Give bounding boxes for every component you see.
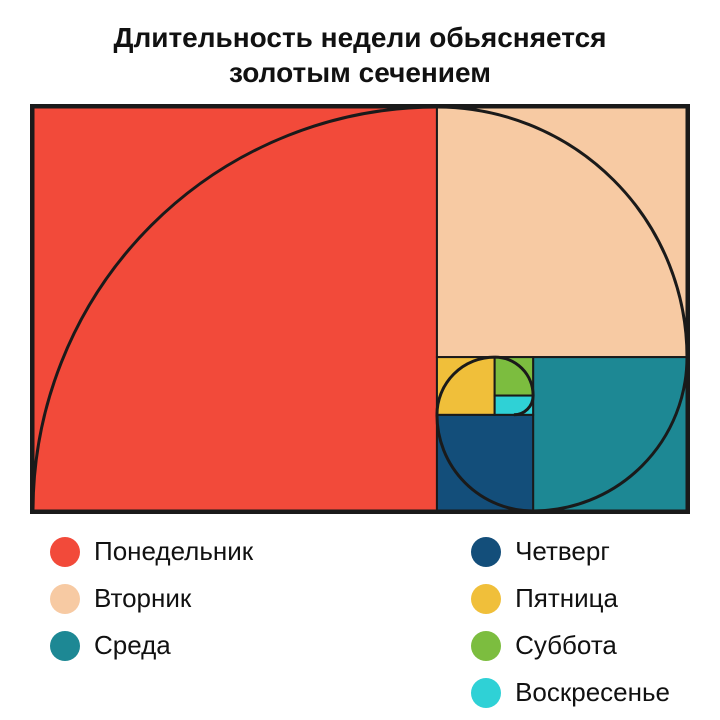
block-tuesday bbox=[437, 107, 687, 357]
legend-item-monday: Понедельник bbox=[50, 536, 253, 567]
legend-swatch-thursday bbox=[471, 537, 501, 567]
legend-swatch-friday bbox=[471, 584, 501, 614]
legend-item-tuesday: Вторник bbox=[50, 583, 253, 614]
legend-swatch-sunday bbox=[471, 678, 501, 708]
legend-item-friday: Пятница bbox=[471, 583, 670, 614]
legend: Понедельник Вторник Среда Четверг Пятница Су… bbox=[50, 536, 670, 708]
legend-item-wednesday: Среда bbox=[50, 630, 253, 661]
legend-item-saturday: Суббота bbox=[471, 630, 670, 661]
legend-right-column: Четверг Пятница Суббота Воскресенье bbox=[471, 536, 670, 708]
legend-label: Среда bbox=[94, 630, 171, 661]
legend-label: Воскресенье bbox=[515, 677, 670, 708]
title-line-2: золотым сечением bbox=[229, 57, 491, 88]
page-title: Длительность недели обьясняется золотым … bbox=[30, 20, 690, 90]
legend-swatch-wednesday bbox=[50, 631, 80, 661]
legend-swatch-saturday bbox=[471, 631, 501, 661]
title-line-1: Длительность недели обьясняется bbox=[114, 22, 607, 53]
golden-ratio-diagram bbox=[30, 104, 690, 514]
legend-item-sunday: Воскресенье bbox=[471, 677, 670, 708]
legend-left-column: Понедельник Вторник Среда bbox=[50, 536, 253, 708]
block-sunday bbox=[495, 396, 533, 415]
legend-label: Пятница bbox=[515, 583, 618, 614]
legend-label: Суббота bbox=[515, 630, 617, 661]
block-wednesday bbox=[533, 357, 687, 511]
legend-label: Четверг bbox=[515, 536, 610, 567]
legend-label: Вторник bbox=[94, 583, 191, 614]
legend-swatch-tuesday bbox=[50, 584, 80, 614]
block-monday bbox=[33, 107, 437, 511]
legend-item-thursday: Четверг bbox=[471, 536, 670, 567]
legend-label: Понедельник bbox=[94, 536, 253, 567]
legend-swatch-monday bbox=[50, 537, 80, 567]
